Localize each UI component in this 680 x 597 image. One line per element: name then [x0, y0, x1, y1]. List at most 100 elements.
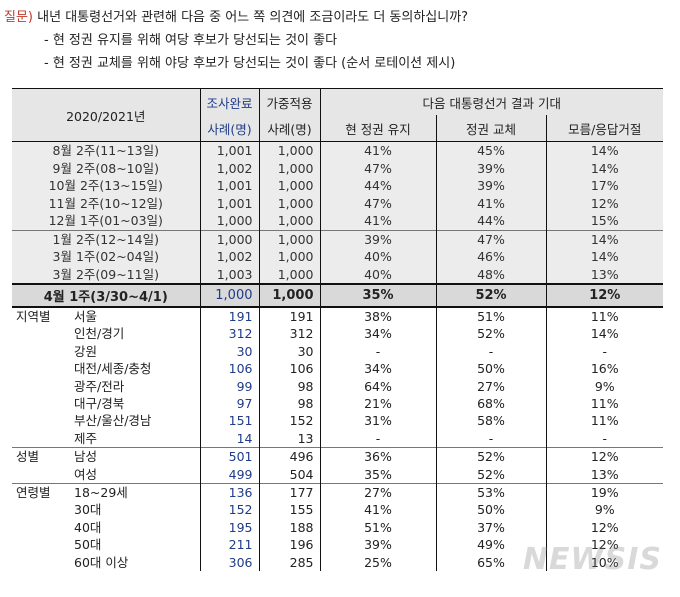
trend-label: 1월 2주(12~14일) [12, 229, 201, 248]
row-n-weighted: 30 [259, 342, 321, 361]
row-change: 52% [436, 325, 547, 343]
trend-dk: 12% [546, 194, 664, 212]
trend-n-complete: 1,000 [200, 229, 260, 248]
row-dk: 12% [590, 537, 619, 553]
trend-dk: 14% [546, 229, 664, 248]
group-row: 30대 152 155 41% 50% 9% [12, 501, 663, 519]
row-n-weighted: 312 [259, 325, 321, 343]
question-text: 내년 대통령선거와 관련해 다음 중 어느 쪽 의견에 조금이라도 더 동의하십… [37, 10, 469, 25]
trend-keep: 40% [320, 248, 437, 266]
row-n-weighted: 106 [259, 360, 321, 378]
current-label: 4월 1주(3/30~4/1) [12, 284, 201, 307]
header-n-complete-2: 사례(명) [200, 115, 260, 142]
row-keep: 41% [320, 501, 437, 519]
group-row: 광주/전라 99 98 64% 27% 9% [12, 377, 663, 396]
trend-row: 1월 2주(12~14일) 1,000 1,000 39% 47% 14% [12, 229, 664, 248]
group-row-label-cell: 30대 [12, 501, 201, 519]
row-n-complete: 14 [200, 429, 260, 448]
trend-dk: 13% [546, 265, 664, 284]
row-n-complete: 136 [200, 483, 260, 502]
trend-n-weighted: 1,000 [259, 194, 321, 212]
group-row: 인천/경기 312 312 34% 52% 14% [12, 325, 663, 343]
row-n-weighted: 177 [259, 483, 321, 502]
row-label: 남성 [74, 449, 98, 465]
row-label: 제주 [74, 430, 98, 446]
header-group-title: 다음 대통령선거 결과 기대 [320, 88, 664, 115]
question-line-1: 질문) 내년 대통령선거와 관련해 다음 중 어느 쪽 의견에 조금이라도 더 … [4, 6, 468, 29]
row-n-weighted: 285 [259, 553, 321, 572]
row-label: 40대 [74, 519, 102, 535]
trend-dk: 17% [546, 177, 664, 195]
group-row: 지역별 서울 191 191 38% 51% 11% [12, 307, 663, 326]
trend-keep: 47% [320, 194, 437, 212]
watermark: NEWSIS [522, 542, 662, 577]
row-keep: 34% [320, 325, 437, 343]
row-n-complete: 306 [200, 553, 260, 572]
row-n-complete: 499 [200, 465, 260, 484]
row-change: - [436, 429, 547, 448]
trend-change: 48% [436, 265, 547, 284]
group-label: 성별 [16, 449, 40, 465]
group-body: 지역별 서울 191 191 38% 51% 11% 인천/경기 312 312 34% 52% 14%… [12, 307, 664, 572]
row-n-complete: 99 [200, 377, 260, 396]
trend-n-complete: 1,003 [200, 265, 260, 284]
trend-n-complete: 1,002 [200, 159, 260, 177]
group-row-label-cell: 지역별 서울 [12, 307, 201, 326]
row-n-complete: 191 [200, 307, 260, 326]
row-dk: 11% [590, 309, 619, 324]
row-label: 60대 이상 [74, 554, 129, 570]
row-dk: 19% [546, 483, 664, 502]
header-col-keep: 현 정권 유지 [320, 115, 437, 142]
row-dk: 9% [594, 378, 615, 394]
row-n-complete: 151 [200, 412, 260, 430]
group-row-label-cell: 연령별 18~29세 [12, 483, 201, 502]
trend-n-complete: 1,002 [200, 248, 260, 266]
trend-row: 11월 2주(10~12일) 1,001 1,000 47% 41% 12% [12, 194, 664, 212]
row-n-complete: 97 [200, 395, 260, 413]
row-dk: 11% [590, 396, 619, 412]
row-change: 58% [436, 412, 547, 430]
trend-label: 9월 2주(08~10일) [12, 159, 201, 177]
trend-row: 9월 2주(08~10일) 1,002 1,000 47% 39% 14% [12, 159, 664, 177]
trend-n-weighted: 1,000 [259, 248, 321, 266]
current-row: 4월 1주(3/30~4/1) 1,000 1,000 35% 52% 12% [12, 284, 664, 307]
trend-change: 44% [436, 212, 547, 230]
group-row: 여성 499 504 35% 52% 13% [12, 465, 663, 484]
group-row: 대구/경북 97 98 21% 68% 11% [12, 395, 663, 413]
trend-n-complete: 1,001 [200, 141, 260, 160]
row-label: 30대 [74, 502, 102, 518]
header-period: 2020/2021년 [12, 88, 201, 142]
group-label: 지역별 [16, 309, 51, 324]
current-n1: 1,000 [200, 284, 260, 307]
group-row-label-cell: 대전/세종/충청 [12, 360, 201, 378]
row-change: 50% [436, 501, 547, 519]
group-row-label-cell: 40대 [12, 518, 201, 537]
current-change: 52% [436, 284, 547, 307]
group-row: 50대 211 196 39% 49% 12% [12, 536, 663, 554]
row-change: 65% [436, 553, 547, 572]
row-keep: - [320, 342, 437, 361]
group-row: 제주 14 13- - - [12, 429, 663, 448]
group-row-label-cell: 여성 [12, 465, 201, 484]
trend-label: 8월 2주(11~13일) [12, 141, 201, 160]
trend-row: 12월 1주(01~03일) 1,000 1,000 41% 44% 15% [12, 212, 664, 230]
trend-row: 10월 2주(13~15일) 1,001 1,000 44% 39% 17% [12, 177, 664, 195]
row-change: 49% [436, 536, 547, 554]
row-dk: 9% [594, 502, 615, 518]
row-label: 18~29세 [74, 485, 128, 501]
trend-dk: 14% [546, 248, 664, 266]
trend-label: 3월 1주(02~04일) [12, 248, 201, 266]
trend-n-complete: 1,001 [200, 177, 260, 195]
row-label: 대전/세종/충청 [74, 361, 152, 377]
row-dk: 12% [546, 447, 664, 466]
trend-n-weighted: 1,000 [259, 212, 321, 230]
row-dk: 16% [590, 361, 619, 377]
trend-change: 39% [436, 159, 547, 177]
header-col-change: 정권 교체 [436, 115, 547, 142]
question-block: 질문) 내년 대통령선거와 관련해 다음 중 어느 쪽 의견에 조금이라도 더 … [4, 6, 468, 75]
trend-change: 39% [436, 177, 547, 195]
row-n-weighted: 13 [259, 429, 321, 448]
row-dk: 11% [590, 413, 619, 429]
row-n-complete: 30 [200, 342, 260, 361]
row-n-weighted: 155 [259, 501, 321, 519]
